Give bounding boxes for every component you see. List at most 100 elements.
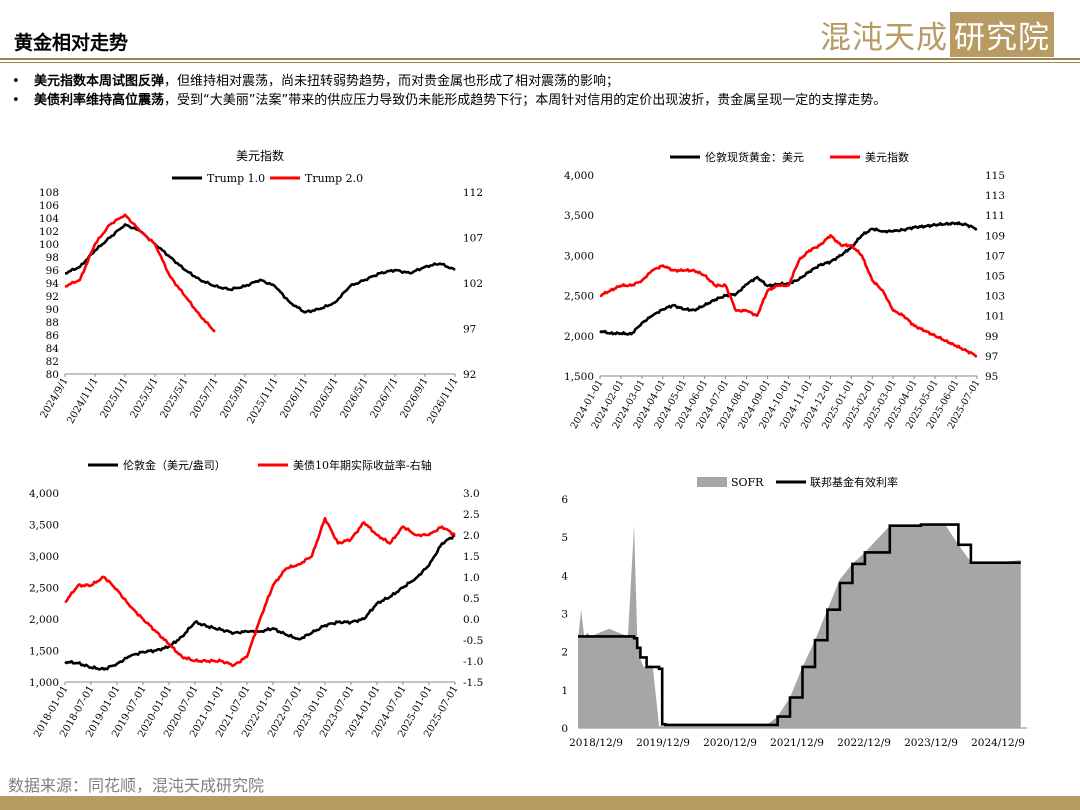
series-line-1 [599, 234, 978, 358]
sofr-area [578, 525, 1021, 728]
series-line-0 [64, 533, 456, 671]
x-tick-label: 2025/7/1 [189, 376, 221, 420]
x-tick-label: 2024/9/1 [39, 376, 71, 420]
y-left-tick-label: 2,000 [29, 614, 59, 626]
legend-swatch [697, 477, 727, 487]
y-right-tick-label: 103 [985, 291, 1005, 303]
y-right-tick-label: 97 [463, 324, 476, 336]
x-tick-label: 2026/11/1 [425, 376, 460, 426]
legend-label: 美元指数 [865, 150, 909, 164]
y-right-tick-label: 0.0 [463, 614, 480, 626]
y-right-tick-label: -1.0 [463, 656, 483, 668]
x-tick-label: 2025/5/1 [159, 376, 191, 420]
y-left-tick-label: 88 [46, 317, 59, 329]
y-right-tick-label: 107 [985, 250, 1005, 262]
brand-logo: 混沌天成 研究院 [820, 12, 1054, 57]
y-left-tick-label: 104 [39, 213, 59, 225]
bullet-bold: 美债利率维持高位震荡 [34, 93, 165, 108]
y-right-tick-label: 109 [985, 230, 1005, 242]
y-left-tick-label: 100 [39, 239, 59, 251]
y-left-tick-label: 1,500 [564, 371, 594, 383]
legend-label: SOFR [731, 476, 764, 489]
header-rule [0, 58, 1080, 60]
y-right-tick-label: 2.5 [463, 509, 480, 521]
y-left-tick-label: 3 [561, 609, 568, 621]
x-tick-label: 2025/3/1 [129, 376, 161, 420]
series-line-0 [65, 223, 456, 314]
legend-label: 伦敦金（美元/盎司） [123, 458, 226, 472]
brand-institute: 研究院 [950, 12, 1054, 57]
summary-bullets: • 美元指数本周试图反弹，但维持相对震荡，尚未扭转弱势趋势，而对贵金属也形成了相对… [12, 72, 1062, 110]
header: 黄金相对走势 混沌天成 研究院 [0, 0, 1080, 63]
y-right-tick-label: 111 [985, 210, 1005, 222]
y-left-tick-label: 106 [39, 200, 59, 212]
bullet-item: • 美债利率维持高位震荡，受到“大美丽”法案”带来的供应压力导致仍未能形成趋势下行… [12, 91, 1062, 110]
chart-title: 美元指数 [236, 148, 284, 163]
legend-label: Trump 2.0 [305, 172, 363, 185]
y-left-tick-label: 92 [46, 291, 59, 303]
x-tick-label: 2026/1/1 [279, 376, 311, 420]
y-left-tick-label: 2 [561, 647, 568, 659]
y-right-tick-label: 102 [463, 278, 483, 290]
y-left-tick-label: 2,000 [564, 331, 594, 343]
series-line-1 [65, 213, 216, 333]
y-left-tick-label: 6 [561, 494, 568, 506]
x-tick-label: 2024/11/1 [65, 376, 100, 426]
x-tick-label: 2019/12/9 [636, 737, 690, 749]
y-right-tick-label: 0.5 [463, 593, 480, 605]
x-tick-label: 2020/12/9 [703, 737, 757, 749]
y-left-tick-label: 3,000 [564, 250, 594, 262]
y-left-tick-label: 108 [39, 187, 59, 199]
bullet-item: • 美元指数本周试图反弹，但维持相对震荡，尚未扭转弱势趋势，而对贵金属也形成了相对… [12, 72, 1062, 91]
y-left-tick-label: 2,500 [29, 583, 59, 595]
y-right-tick-label: 3.0 [463, 488, 480, 500]
brand-name: 混沌天成 [820, 20, 948, 56]
bullet-bold: 美元指数本周试图反弹 [34, 74, 165, 89]
x-tick-label: 2026/9/1 [399, 376, 431, 420]
y-right-tick-label: 1.0 [463, 572, 480, 584]
y-left-tick-label: 98 [46, 252, 59, 264]
x-tick-label: 2025/1/1 [99, 376, 131, 420]
legend-label: Trump 1.0 [207, 172, 265, 185]
x-tick-label: 2018/12/9 [569, 737, 623, 749]
y-left-tick-label: 4,000 [29, 488, 59, 500]
y-left-tick-label: 4,000 [564, 170, 594, 182]
x-tick-label: 2026/7/1 [369, 376, 401, 420]
header-rule-thin [0, 62, 1080, 63]
y-left-tick-label: 94 [46, 278, 60, 290]
y-left-tick-label: 96 [46, 265, 60, 277]
y-left-tick-label: 3,500 [29, 520, 59, 532]
bullet-text: ，但维持相对震荡，尚未扭转弱势趋势，而对贵金属也形成了相对震荡的影响； [164, 74, 620, 89]
y-right-tick-label: 92 [463, 369, 476, 381]
chart-gold-vs-real-yield: 4,000 3,500 3,000 2,500 2,000 1,500 1,000 3.0 2.… [29, 458, 483, 739]
y-left-tick-label: 102 [39, 226, 59, 238]
y-right-tick-label: 1.5 [463, 551, 480, 563]
y-left-tick-label: 0 [561, 723, 568, 735]
fedfunds-line [578, 523, 1021, 727]
x-tick-label: 2025/11/1 [245, 376, 280, 426]
y-left-tick-label: 1 [561, 685, 568, 697]
series-line-0 [599, 221, 978, 336]
y-left-tick-label: 5 [561, 532, 568, 544]
y-right-tick-label: 105 [985, 271, 1005, 283]
page-title: 黄金相对走势 [14, 32, 129, 54]
y-right-tick-label: 99 [985, 331, 998, 343]
y-right-tick-label: 107 [463, 233, 483, 245]
series-line-1 [64, 516, 456, 668]
y-right-tick-label: 113 [985, 190, 1005, 202]
footer-bar [0, 796, 1080, 810]
y-left-tick-label: 3,000 [29, 551, 59, 563]
source-note: 数据来源：同花顺，混沌天成研究院 [8, 776, 265, 795]
x-tick-label: 2023/12/9 [904, 737, 958, 749]
y-left-tick-label: 80 [46, 369, 59, 381]
legend-label: 美债10年期实际收益率-右轴 [293, 458, 432, 472]
y-left-tick-label: 86 [46, 330, 60, 342]
y-right-tick-label: 95 [985, 371, 998, 383]
y-right-tick-label: 2.0 [463, 530, 480, 542]
x-tick-label: 2026/5/1 [339, 376, 371, 420]
y-left-tick-label: 1,000 [29, 677, 59, 689]
chart-usd-index: 美元指数108106104102100989694929088868482801… [39, 148, 483, 426]
legend-label: 伦敦现货黄金：美元 [705, 150, 804, 164]
bullet-dot: • [12, 74, 20, 89]
